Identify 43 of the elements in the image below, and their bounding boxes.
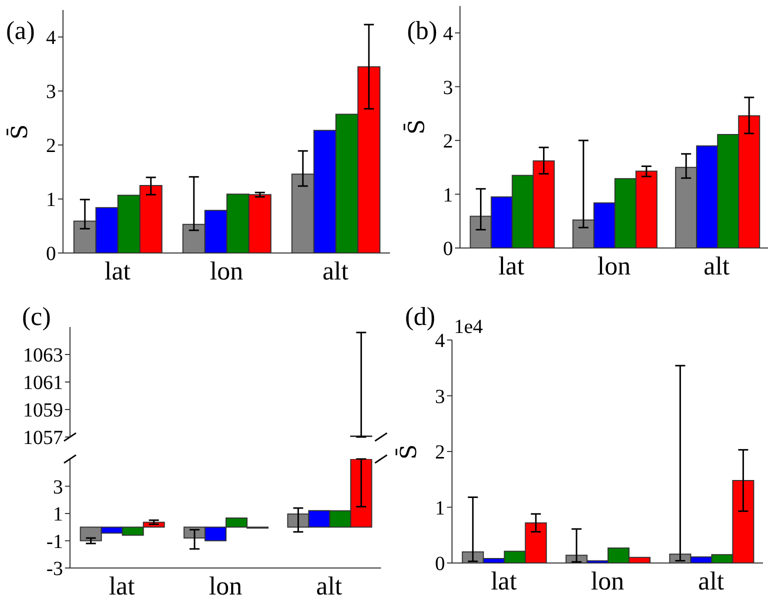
x-tick-label: lat	[108, 571, 136, 600]
x-tick-label: lat	[104, 256, 132, 286]
y-axis-title: S̄	[402, 118, 431, 137]
chart-title: (c)	[22, 302, 51, 332]
y-tick-label: -1	[46, 530, 63, 553]
y-tick-label: 0	[443, 238, 453, 260]
y-tick-label: 0	[46, 243, 56, 266]
x-tick-label: alt	[704, 251, 730, 280]
chart-title: (d)	[405, 302, 436, 332]
y-axis-title: S̄	[394, 442, 423, 462]
y-tick-label: 1059	[23, 400, 63, 422]
y-tick-label: 1	[443, 184, 453, 206]
x-tick-label: alt	[316, 571, 343, 600]
y-tick-label: 1	[435, 497, 445, 520]
chart-title: (b)	[407, 16, 438, 46]
y-tick-label: -3	[46, 558, 63, 580]
y-tick-label: 0	[435, 553, 445, 576]
y-tick-label: 3	[443, 76, 453, 99]
y-tick-label: 4	[46, 27, 56, 50]
x-tick-label: lon	[597, 251, 631, 280]
y-tick-label: 1057	[23, 427, 63, 450]
x-tick-label: alt	[322, 256, 350, 286]
y-tick-label: 1	[53, 504, 63, 526]
y-tick-label: 1063	[23, 344, 63, 367]
y-tick-label: 3	[435, 386, 445, 408]
x-tick-label: lon	[210, 256, 244, 286]
y-tick-label: 2	[443, 130, 453, 153]
y-tick-label: 1061	[23, 372, 63, 394]
chart-title: (a)	[6, 16, 35, 46]
y-tick-label: 3	[46, 81, 56, 104]
x-tick-label: lat	[498, 251, 526, 280]
y-tick-label: 3	[53, 476, 63, 498]
x-tick-label: lat	[490, 566, 518, 596]
y-tick-label: 4	[443, 22, 453, 45]
y-tick-label: 1	[46, 189, 56, 212]
x-tick-label: lon	[590, 566, 624, 596]
x-tick-label: alt	[698, 566, 725, 596]
y-tick-label: 2	[46, 135, 56, 158]
y-axis-title: S̄	[6, 122, 34, 142]
x-tick-label: lon	[208, 571, 242, 600]
y-tick-label: 4	[435, 330, 445, 352]
y-tick-label: 2	[435, 442, 445, 464]
text: 1e4	[454, 316, 483, 339]
